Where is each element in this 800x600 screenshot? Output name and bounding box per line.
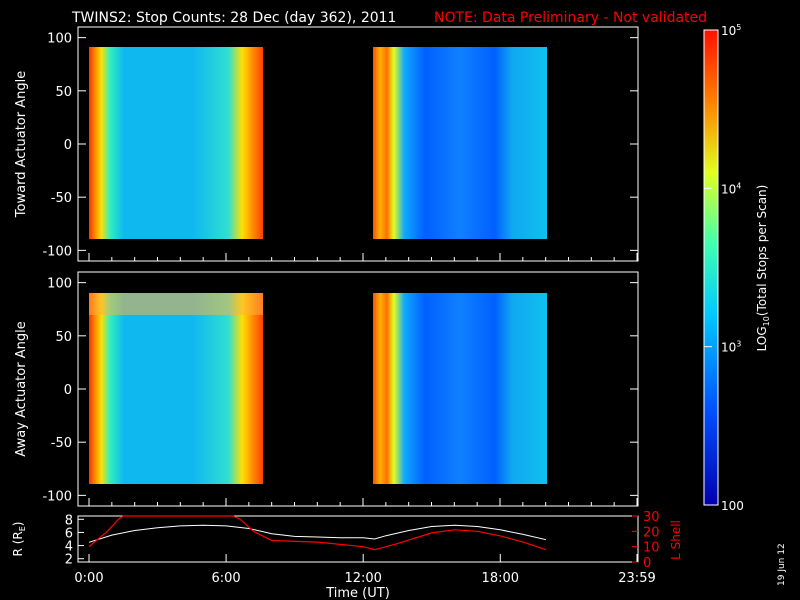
colorbar: 105 104 103 100 LOG10(Total Stops per Scan): [703, 23, 771, 513]
y-tick-label: 100: [47, 277, 72, 292]
x-tick-label: 6:00: [211, 571, 240, 586]
away-block-1: [89, 293, 263, 484]
x-tick-label: 18:00: [482, 571, 519, 586]
x-axis-label: Time (UT): [325, 586, 390, 600]
colorbar-tick-label: 103: [721, 340, 741, 355]
y-tick-label: 50: [55, 85, 72, 100]
orbit-left-tick-label: 6: [65, 526, 73, 541]
toward-ylabel: Toward Actuator Angle: [14, 71, 29, 218]
toward-block-1: [89, 47, 263, 239]
away-block-2: [373, 293, 547, 484]
colorbar-ticks: 105 104 103 100: [704, 23, 744, 513]
orbit-left-tick-label: 8: [65, 513, 73, 528]
colorbar-tick-label: 105: [721, 23, 741, 38]
orbit-right-tick-label: 20: [643, 525, 660, 540]
y-tick-label: -50: [51, 436, 72, 451]
orbit-left-tick-label: 2: [65, 553, 73, 568]
away-ylabel: Away Actuator Angle: [14, 321, 29, 456]
colorbar-gradient: [703, 29, 719, 506]
orbit-right-tick-label: 30: [643, 510, 660, 525]
orbit-left-tick-label: 4: [65, 540, 73, 555]
x-tick-label: 0:00: [74, 571, 103, 586]
x-tick-label: 23:59: [618, 571, 655, 586]
colorbar-tick-label: 104: [721, 181, 741, 196]
toward-y-axis: 100 50 0 -50 -100: [42, 32, 638, 261]
y-tick-label: 0: [64, 138, 72, 153]
orbit-frame: [77, 515, 639, 563]
preliminary-note: NOTE: Data Preliminary - Not validated: [434, 10, 707, 26]
x-tick-label: 12:00: [344, 571, 381, 586]
orbit-right-ylabel: L Shell: [669, 520, 683, 560]
away-y-axis: 100 50 0 -50 -100: [42, 277, 638, 506]
colorbar-tick-label: 100: [721, 499, 744, 513]
y-tick-label: -100: [42, 489, 72, 504]
y-tick-label: -100: [42, 244, 72, 259]
colorbar-label: LOG10(Total Stops per Scan): [755, 185, 771, 352]
toward-panel: 100 50 0 -50 -100 Toward Actuator Angle: [14, 26, 639, 262]
y-tick-label: 100: [47, 32, 72, 47]
away-panel: 100 50 0 -50 -100 Away Actuator Angle: [14, 271, 639, 507]
orbit-left-ylabel: R (RE): [11, 522, 27, 557]
y-tick-label: 50: [55, 330, 72, 345]
r-series-line: [88, 524, 547, 543]
y-tick-label: -50: [51, 191, 72, 206]
y-tick-label: 0: [64, 383, 72, 398]
toward-block-2: [373, 47, 547, 239]
l-shell-series-line: [88, 515, 547, 551]
date-stamp: 19 Jun 12: [777, 543, 787, 586]
away-top-band: [89, 293, 263, 315]
orbit-right-tick-label: 0: [643, 556, 651, 571]
orbit-right-tick-label: 10: [643, 541, 660, 556]
chart-title: TWINS2: Stop Counts: 28 Dec (day 362), 2…: [71, 10, 396, 26]
